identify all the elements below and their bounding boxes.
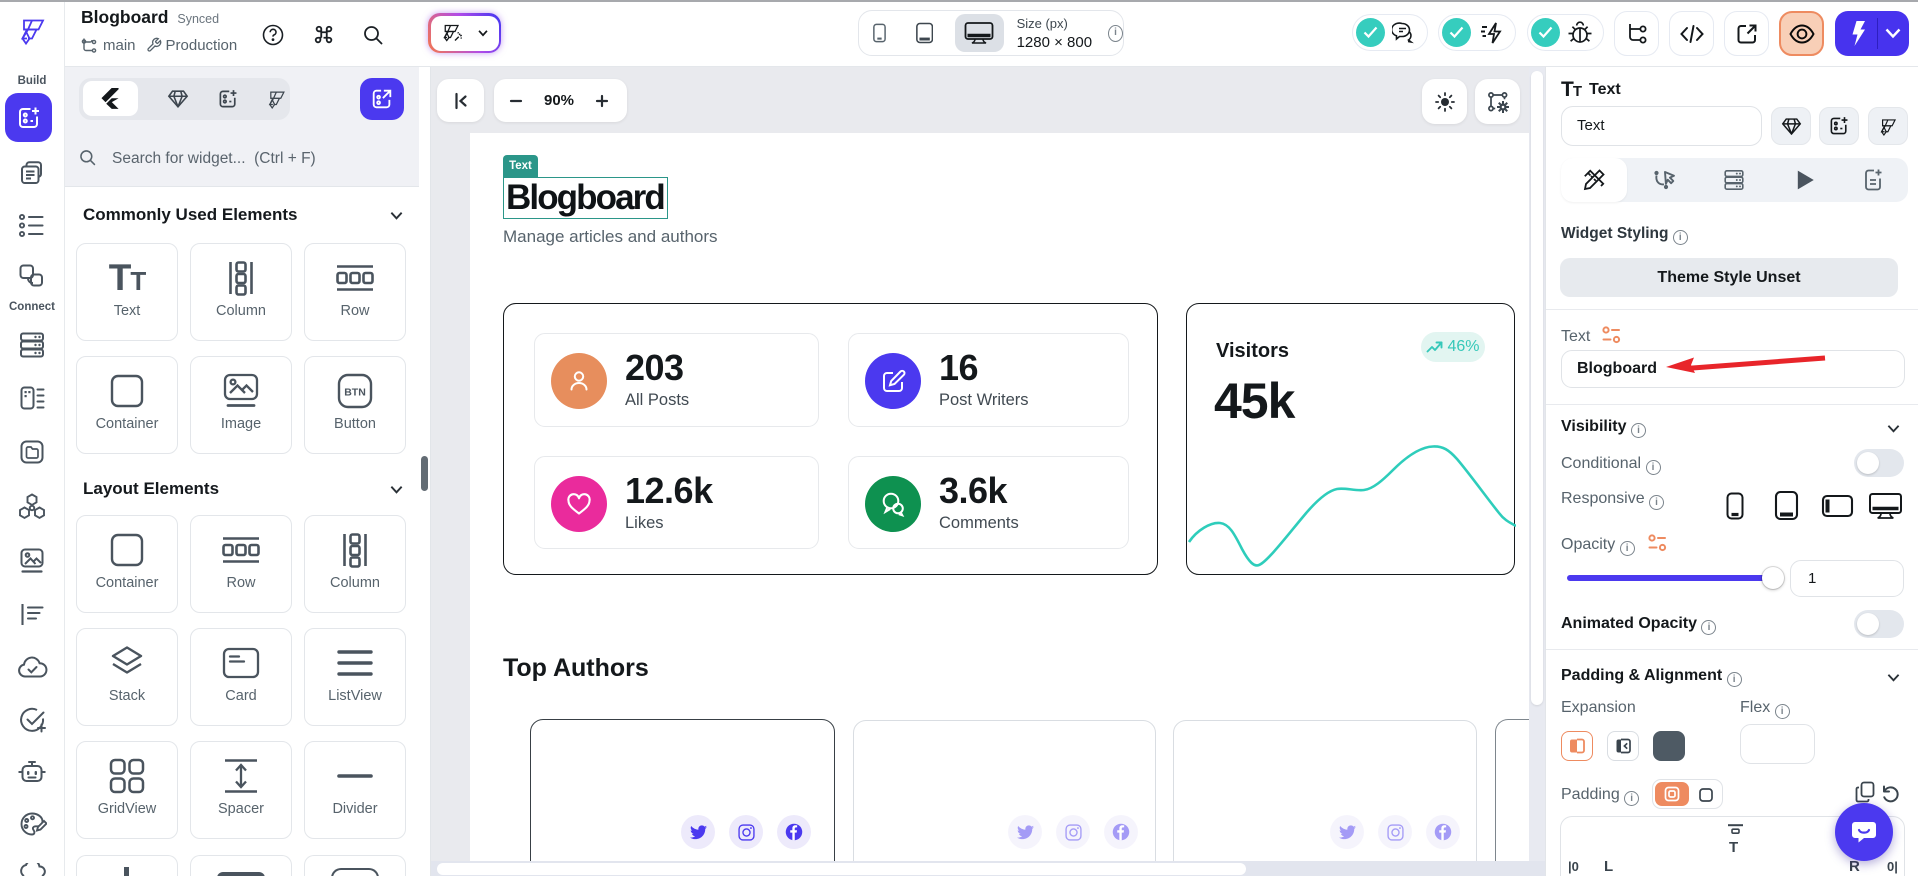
svg-text:BTN: BTN <box>344 387 366 399</box>
